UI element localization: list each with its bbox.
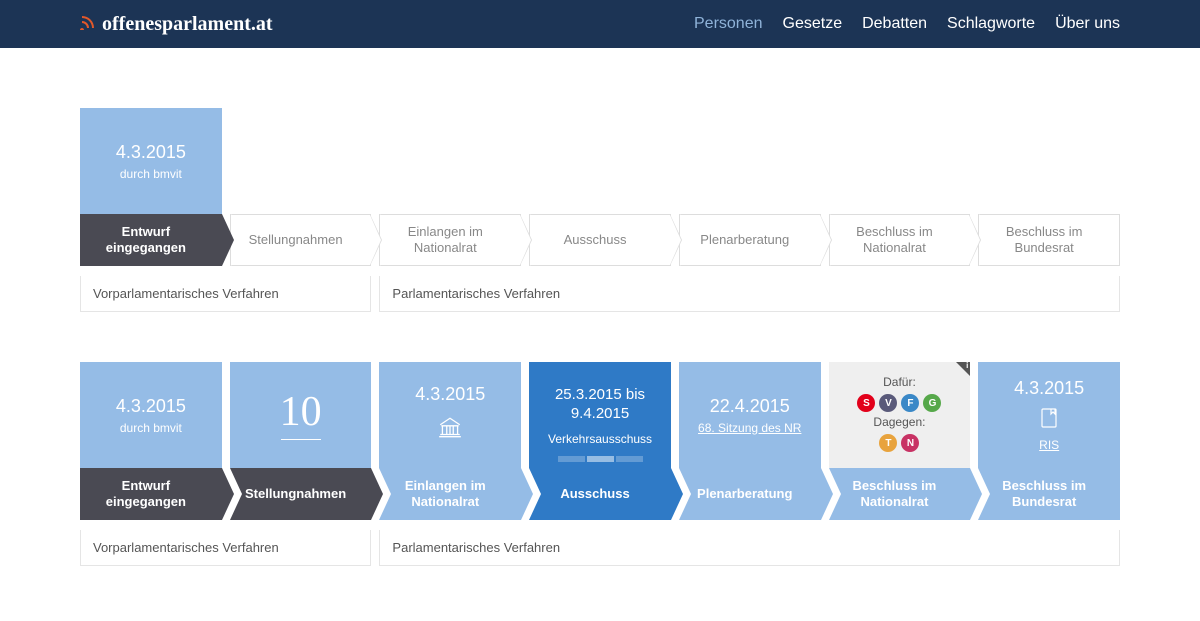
against-tags: T N — [879, 434, 919, 452]
ris-link[interactable]: RIS — [1039, 438, 1059, 452]
caption-right: Parlamentarisches Verfahren — [379, 530, 1120, 566]
step-date: 4.3.2015 — [116, 142, 186, 163]
sitzung-link[interactable]: 68. Sitzung des NR — [698, 421, 801, 435]
step-label: Plenarberatung — [700, 232, 789, 248]
step-label: Beschluss im Nationalrat — [829, 468, 971, 520]
step-stellungnahmen[interactable]: 10 Stellungnahmen — [230, 362, 372, 520]
step-label: Ausschuss — [564, 232, 627, 248]
step-ausschuss[interactable]: 25.3.2015 bis 9.4.2015 Verkehrsausschuss… — [529, 362, 671, 520]
step-label: Beschluss im Nationalrat — [836, 224, 954, 255]
party-t-icon: T — [879, 434, 897, 452]
step-beschluss-br[interactable]: 4.3.2015 RIS Beschluss im Bundesrat — [978, 362, 1120, 520]
document-icon — [1040, 407, 1058, 434]
parliament-icon — [437, 415, 463, 446]
step-ausschuss[interactable]: Ausschuss — [529, 108, 671, 266]
step-date: 25.3.2015 bis 9.4.2015 — [535, 385, 665, 424]
nav: Personen Gesetze Debatten Schlagworte Üb… — [694, 15, 1120, 33]
step-label: Entwurf eingegangen — [80, 468, 222, 520]
nav-ueberuns[interactable]: Über uns — [1055, 15, 1120, 33]
step-date: 22.4.2015 — [710, 396, 790, 417]
step-label: Stellungnahmen — [249, 232, 343, 248]
header: offenesparlament.at Personen Gesetze Deb… — [0, 0, 1200, 48]
step-label: Beschluss im Bundesrat — [978, 468, 1120, 520]
party-s-icon: S — [857, 394, 875, 412]
timeline-2-captions: Vorparlamentarisches Verfahren Parlament… — [80, 530, 1120, 566]
timeline-2: 4.3.2015 durch bmvit Entwurf eingegangen… — [80, 362, 1120, 520]
step-label: Stellungnahmen — [230, 468, 372, 520]
for-tags: S V F G — [857, 394, 941, 412]
step-date: 4.3.2015 — [1014, 378, 1084, 399]
logo-text: offenesparlament.at — [102, 13, 273, 36]
timeline-1: 4.3.2015 durch bmvit Entwurf eingegangen… — [80, 108, 1120, 266]
party-g-icon: G — [923, 394, 941, 412]
step-label: Entwurf eingegangen — [80, 214, 222, 266]
step-plenarberatung[interactable]: 22.4.2015 68. Sitzung des NR Plenarberat… — [679, 362, 821, 520]
step-sub: Verkehrsausschuss — [548, 432, 652, 446]
step-date: 4.3.2015 — [116, 396, 186, 417]
step-stellungnahmen[interactable]: Stellungnahmen — [230, 108, 372, 266]
step-label: Ausschuss — [529, 468, 671, 520]
rss-icon — [80, 14, 96, 35]
nav-schlagworte[interactable]: Schlagworte — [947, 15, 1035, 33]
caption-left: Vorparlamentarisches Verfahren — [80, 276, 371, 312]
nav-debatten[interactable]: Debatten — [862, 15, 927, 33]
step-label: Plenarberatung — [679, 468, 821, 520]
timeline-1-captions: Vorparlamentarisches Verfahren Parlament… — [80, 276, 1120, 312]
nav-personen[interactable]: Personen — [694, 15, 763, 33]
main-content: 4.3.2015 durch bmvit Entwurf eingegangen… — [0, 48, 1200, 606]
step-beschluss-br[interactable]: Beschluss im Bundesrat — [978, 108, 1120, 266]
step-beschluss-nr[interactable]: Beschluss im Nationalrat — [829, 108, 971, 266]
step-entwurf[interactable]: 4.3.2015 durch bmvit Entwurf eingegangen — [80, 108, 222, 266]
party-n-icon: N — [901, 434, 919, 452]
step-sub: durch bmvit — [120, 421, 182, 435]
step-einlangen[interactable]: Einlangen im Nationalrat — [379, 108, 521, 266]
step-count: 10 — [280, 391, 322, 433]
step-beschluss-nr[interactable]: i Dafür: S V F G Dagegen: T N Beschluss … — [829, 362, 971, 520]
against-label: Dagegen: — [873, 415, 925, 429]
caption-right: Parlamentarisches Verfahren — [379, 276, 1120, 312]
step-sub: durch bmvit — [120, 167, 182, 181]
step-entwurf[interactable]: 4.3.2015 durch bmvit Entwurf eingegangen — [80, 362, 222, 520]
for-label: Dafür: — [883, 375, 916, 389]
nav-gesetze[interactable]: Gesetze — [783, 15, 843, 33]
step-plenarberatung[interactable]: Plenarberatung — [679, 108, 821, 266]
step-label: Einlangen im Nationalrat — [379, 468, 521, 520]
step-einlangen[interactable]: 4.3.2015 Einlangen im Nationalrat — [379, 362, 521, 520]
logo[interactable]: offenesparlament.at — [80, 13, 273, 36]
step-label: Einlangen im Nationalrat — [386, 224, 504, 255]
party-f-icon: F — [901, 394, 919, 412]
caption-left: Vorparlamentarisches Verfahren — [80, 530, 371, 566]
party-v-icon: V — [879, 394, 897, 412]
step-date: 4.3.2015 — [415, 384, 485, 405]
step-label: Beschluss im Bundesrat — [985, 224, 1103, 255]
